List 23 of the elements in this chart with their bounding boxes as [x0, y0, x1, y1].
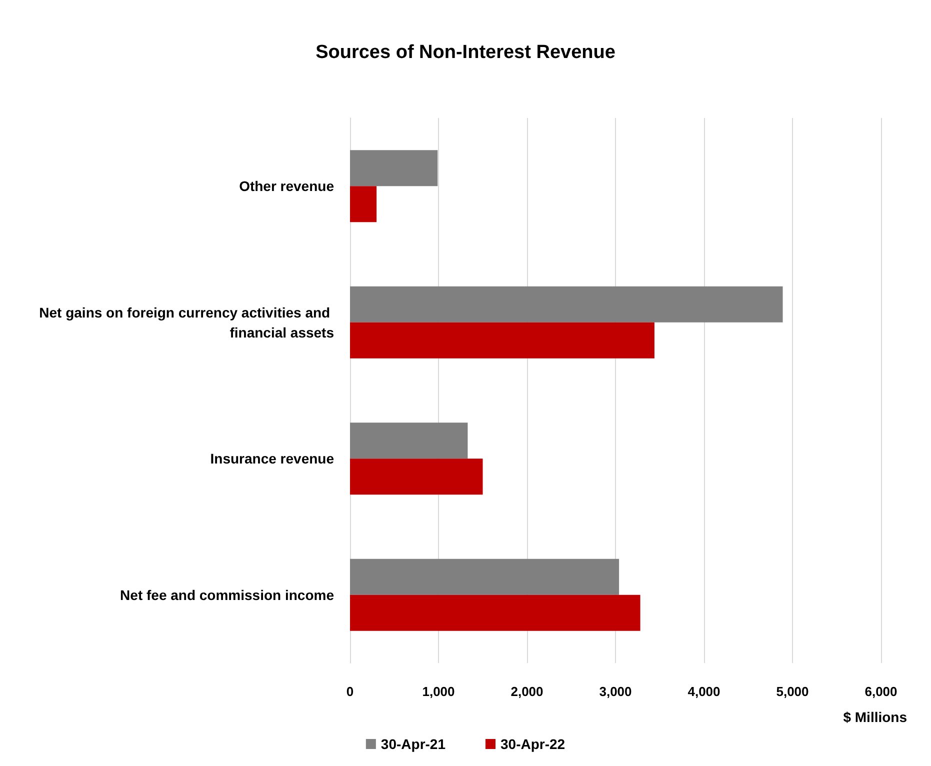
x-axis-title: $ Millions — [843, 709, 908, 725]
y-tick-label: Net fee and commission income — [120, 586, 334, 603]
legend-label: 30-Apr-21 — [380, 736, 446, 752]
x-tick-label: 2,000 — [510, 684, 544, 699]
bar — [350, 322, 654, 358]
x-tick-label: 1,000 — [422, 684, 455, 699]
chart-title: Sources of Non-Interest Revenue — [316, 42, 616, 63]
x-tick-label: 6,000 — [864, 684, 898, 699]
x-tick-label: 0 — [346, 684, 354, 699]
y-tick-label: Insurance revenue — [210, 450, 334, 467]
bar — [350, 558, 620, 595]
y-tick-label: Other revenue — [239, 178, 334, 194]
legend-label: 30-Apr-22 — [500, 736, 566, 752]
bar — [350, 594, 640, 631]
x-tick-label: 4,000 — [688, 684, 720, 699]
bar — [350, 422, 468, 459]
x-tick-label: 3,000 — [599, 684, 632, 699]
bar — [350, 186, 377, 222]
bar — [350, 458, 483, 495]
x-tick-label: 5,000 — [776, 684, 809, 699]
bar — [350, 286, 783, 322]
bar — [350, 150, 438, 186]
y-tick-label: Net gains on foreign currency activities and financial assets — [39, 304, 334, 340]
